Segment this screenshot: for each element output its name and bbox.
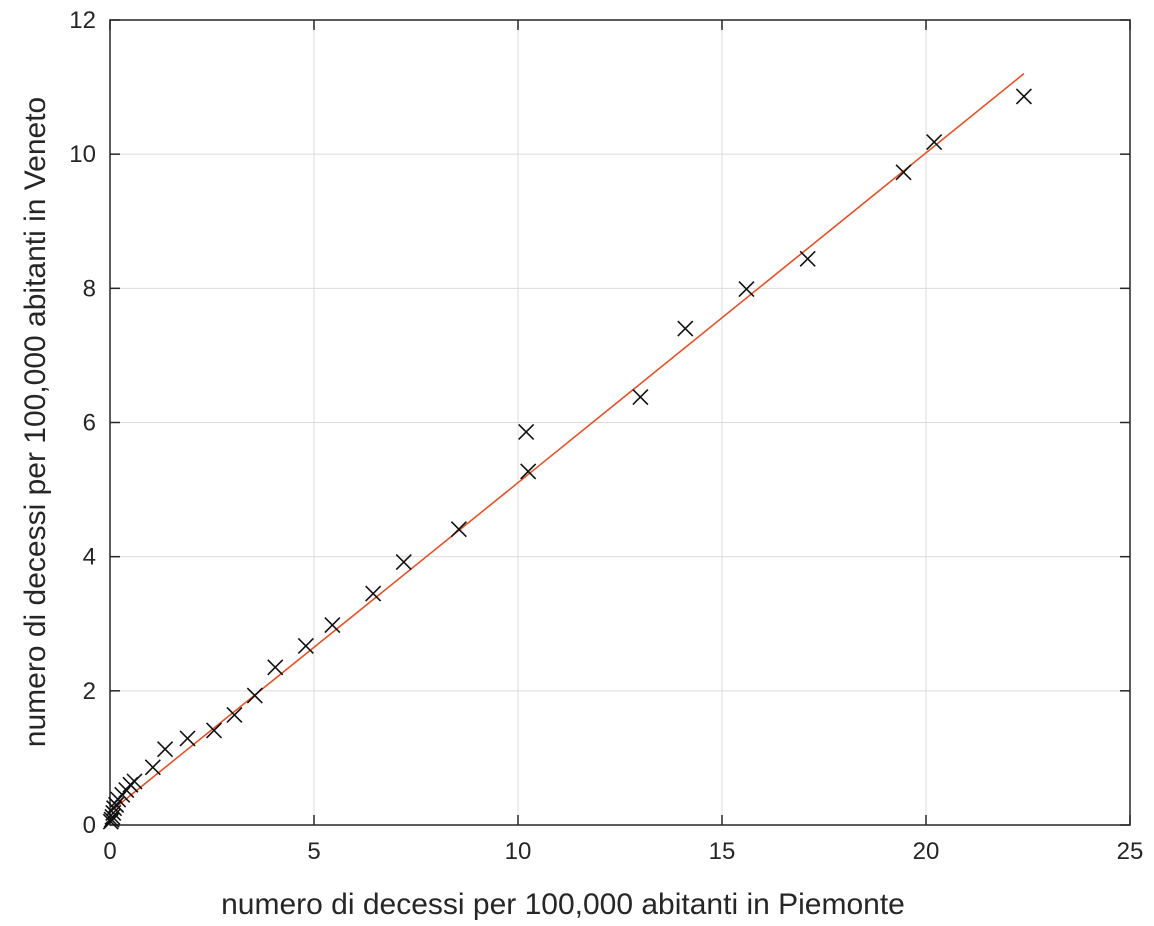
- data-point: [205, 722, 223, 739]
- data-point: [226, 706, 243, 724]
- grid: [109, 19, 1131, 826]
- data-point: [520, 463, 537, 480]
- x-tick-label: 25: [1117, 838, 1144, 865]
- data-point: [179, 730, 196, 747]
- x-axis-label: numero di decessi per 100,000 abitanti i…: [221, 888, 905, 921]
- data-point: [395, 553, 412, 571]
- data-point: [799, 250, 816, 267]
- y-tick-label: 10: [69, 141, 96, 168]
- data-point: [297, 637, 314, 654]
- x-tick-label: 10: [505, 838, 532, 865]
- y-tick-label: 4: [83, 544, 96, 571]
- data-point: [518, 423, 535, 440]
- data-point: [324, 617, 341, 634]
- x-tick-label: 20: [913, 838, 940, 865]
- data-point: [126, 773, 143, 790]
- y-tick-label: 6: [83, 410, 96, 437]
- data-point: [102, 813, 119, 830]
- tick-labels: 0 5 10 15 20 25 0 2 4 6 8 10 12: [69, 7, 1143, 865]
- data-point: [1015, 88, 1032, 105]
- data-point: [926, 134, 943, 151]
- data-point: [738, 280, 755, 298]
- data-point: [144, 759, 161, 776]
- data-point: [677, 320, 694, 337]
- y-tick-label: 0: [83, 812, 96, 839]
- fit-line: [111, 73, 1025, 811]
- axis-ticks: [109, 19, 1131, 826]
- data-point: [365, 585, 382, 602]
- x-tick-label: 15: [709, 838, 736, 865]
- y-tick-label: 8: [83, 275, 96, 302]
- x-tick-label: 5: [307, 838, 320, 865]
- data-point: [632, 388, 649, 406]
- data-point: [267, 659, 284, 676]
- data-point: [450, 521, 467, 538]
- data-point: [895, 164, 912, 181]
- data-point: [157, 741, 174, 758]
- data-point: [106, 800, 123, 817]
- data-point: [246, 687, 263, 704]
- y-tick-label: 12: [69, 7, 96, 34]
- y-tick-label: 2: [83, 678, 96, 705]
- y-axis-label: numero di decessi per 100,000 abitanti i…: [19, 97, 52, 747]
- data-point: [108, 796, 125, 813]
- x-tick-label: 0: [103, 838, 116, 865]
- data-markers: [102, 88, 1032, 830]
